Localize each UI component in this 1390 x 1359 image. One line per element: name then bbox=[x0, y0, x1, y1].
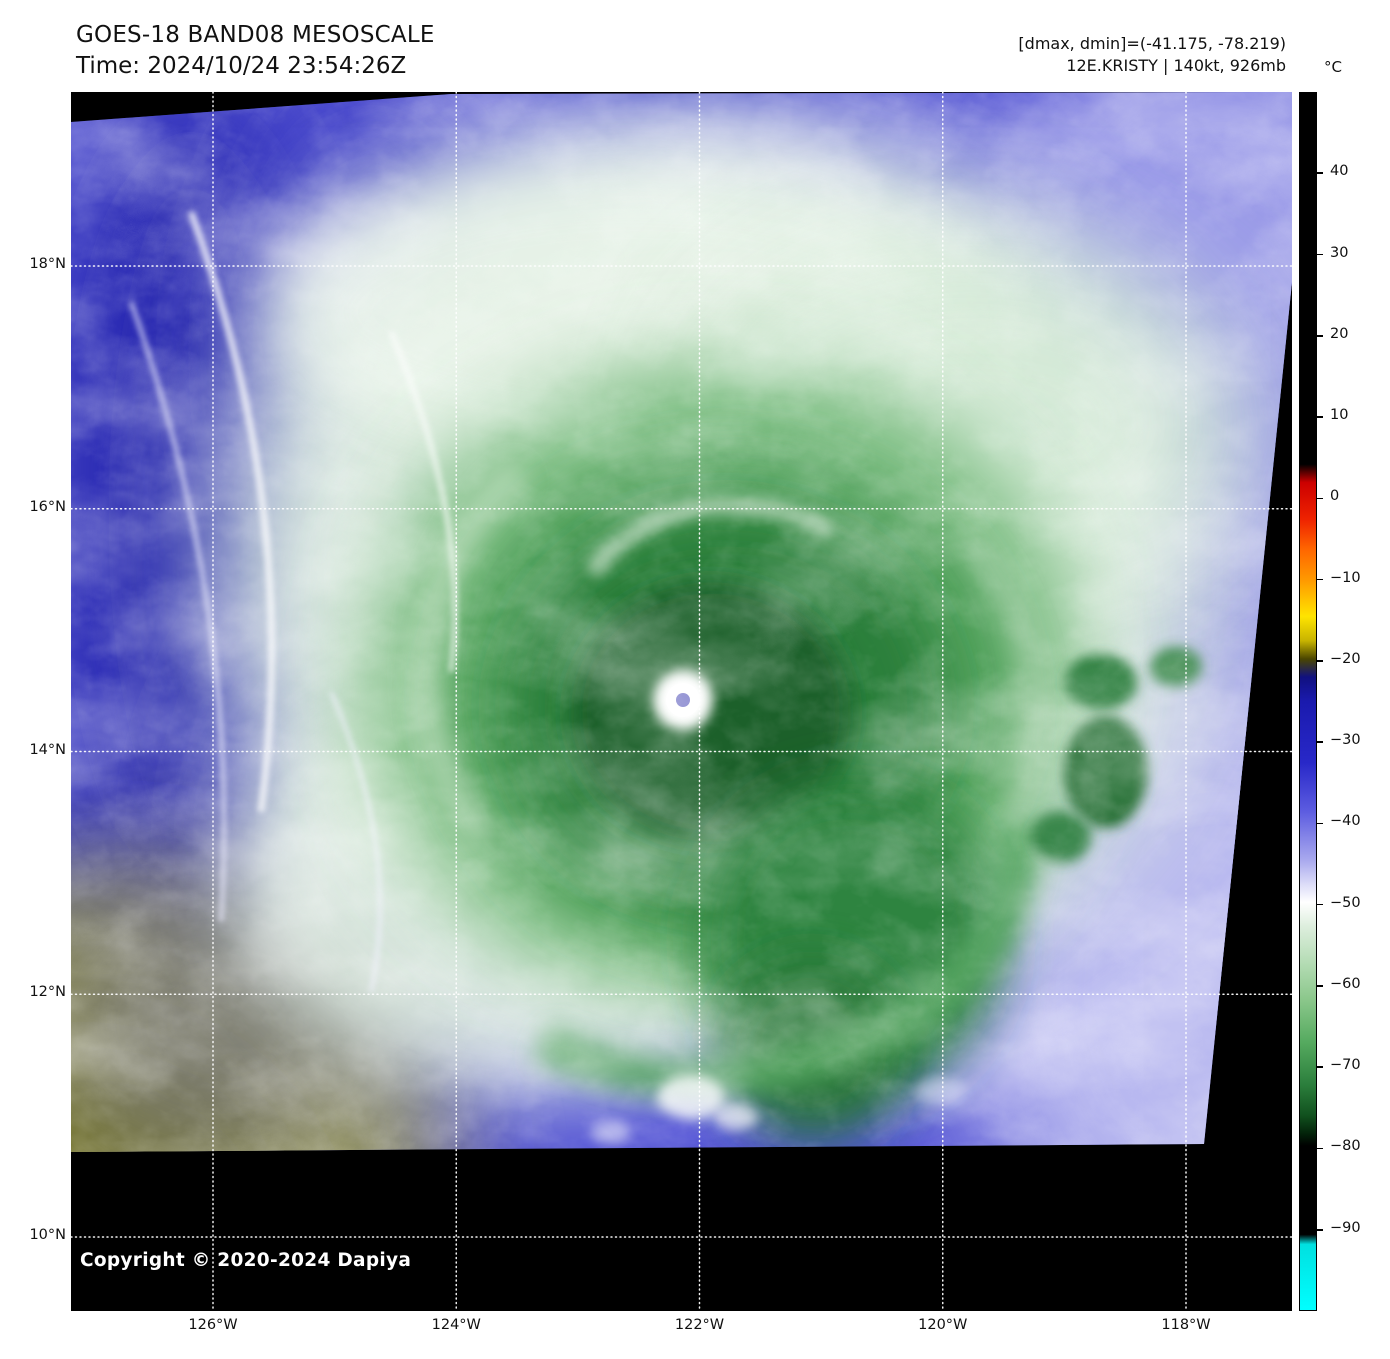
lon-axis-label: 126°W bbox=[188, 1317, 238, 1333]
colorbar-tick-mark bbox=[1317, 1147, 1323, 1150]
lon-axis-label: 118°W bbox=[1161, 1317, 1211, 1333]
colorbar-tick-mark bbox=[1317, 497, 1323, 500]
colorbar-tick-mark bbox=[1317, 578, 1323, 581]
lat-axis-label: 12°N bbox=[29, 984, 66, 1001]
satellite-map-area: Copyright © 2020-2024 Dapiya bbox=[71, 92, 1292, 1311]
colorbar-tick-label: −90 bbox=[1330, 1219, 1361, 1236]
colorbar-area: 40 30 20 10 0 −10 −20 −30 −40 −50 −60 −70 −80 −90 bbox=[1299, 92, 1390, 1311]
colorbar-ticks: 40 30 20 10 0 −10 −20 −30 −40 −50 −60 −70 −80 −90 bbox=[1299, 92, 1390, 1311]
colorbar-tick-mark bbox=[1317, 741, 1323, 743]
colorbar-tick-label: 30 bbox=[1330, 244, 1349, 261]
colorbar-tick-label: −10 bbox=[1330, 569, 1361, 586]
copyright-text: Copyright © 2020-2024 Dapiya bbox=[80, 1250, 412, 1271]
satellite-image bbox=[71, 92, 1292, 1311]
lat-axis-label: 10°N bbox=[29, 1227, 66, 1243]
lat-axis-label: 14°N bbox=[29, 741, 66, 758]
colorbar-tick-label: 40 bbox=[1330, 163, 1349, 180]
colorbar-gradient bbox=[1299, 92, 1317, 1311]
lon-axis: 126°W 124°W 122°W 120°W 118°W bbox=[71, 1317, 1292, 1339]
colorbar-tick-label: 10 bbox=[1330, 407, 1349, 424]
colorbar-tick-mark bbox=[1317, 822, 1323, 825]
gridlines bbox=[71, 92, 1292, 1311]
colorbar-tick-label: −40 bbox=[1330, 813, 1361, 830]
colorbar-tick-mark bbox=[1317, 660, 1323, 662]
colorbar-tick-mark bbox=[1317, 1228, 1323, 1231]
colorbar-unit-label: °C bbox=[1324, 58, 1342, 76]
colorbar-tick-label: −60 bbox=[1330, 975, 1361, 992]
lat-axis: 18°N 16°N 14°N 12°N 10°N bbox=[0, 0, 66, 1359]
product-title: GOES-18 BAND08 MESOSCALE bbox=[76, 22, 435, 48]
colorbar-tick-label: 20 bbox=[1330, 325, 1349, 342]
colorbar-tick-label: −70 bbox=[1330, 1057, 1361, 1074]
lat-axis-label: 16°N bbox=[29, 498, 66, 515]
colorbar-tick-label: −20 bbox=[1330, 650, 1361, 667]
colorbar-tick-mark bbox=[1317, 172, 1323, 175]
colorbar-tick-label: −30 bbox=[1330, 732, 1361, 749]
storm-info: 12E.KRISTY | 140kt, 926mb bbox=[1066, 56, 1286, 75]
lon-axis-label: 124°W bbox=[431, 1317, 481, 1333]
colorbar-tick-mark bbox=[1317, 335, 1323, 337]
timestamp: Time: 2024/10/24 23:54:26Z bbox=[76, 53, 407, 79]
lat-axis-label: 18°N bbox=[29, 256, 66, 272]
colorbar-tick-mark bbox=[1317, 253, 1323, 256]
colorbar-tick-mark bbox=[1317, 416, 1323, 418]
colorbar-tick-mark bbox=[1317, 985, 1323, 987]
lon-axis-label: 120°W bbox=[918, 1317, 968, 1333]
dmax-dmin-readout: [dmax, dmin]=(-41.175, -78.219) bbox=[1018, 34, 1286, 53]
colorbar-tick-mark bbox=[1317, 1066, 1323, 1068]
colorbar-tick-label: −80 bbox=[1330, 1138, 1361, 1155]
colorbar-tick-label: −50 bbox=[1330, 894, 1361, 911]
colorbar-tick-mark bbox=[1317, 903, 1323, 906]
lon-axis-label: 122°W bbox=[674, 1317, 725, 1333]
satellite-data-region bbox=[71, 92, 1292, 1152]
colorbar-tick-label: 0 bbox=[1330, 488, 1340, 505]
header-right-block: [dmax, dmin]=(-41.175, -78.219) 12E.KRIS… bbox=[1018, 33, 1286, 77]
